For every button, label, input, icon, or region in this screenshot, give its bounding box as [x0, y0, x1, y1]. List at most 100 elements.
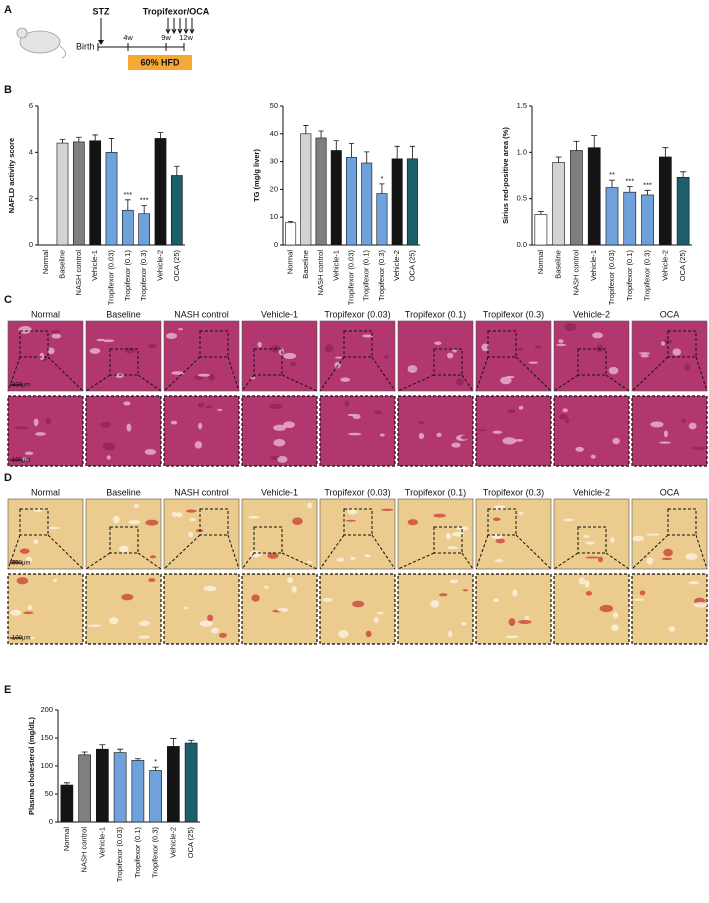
- texture: [123, 401, 131, 406]
- column-header: NASH control: [174, 487, 229, 497]
- texture: [336, 557, 345, 563]
- error-bar: [288, 220, 294, 223]
- bar: [170, 175, 183, 246]
- x-tick-label: Tropifexor (0.03): [607, 250, 616, 306]
- x-tick-label: Tropifexor (0.1): [133, 827, 142, 878]
- micrograph-bg: [319, 395, 396, 467]
- micrograph-bg: [553, 395, 630, 467]
- scale-bar-label: 100μm: [12, 458, 30, 464]
- timeline-tick-label: 12w: [179, 33, 193, 42]
- error-bar: [394, 145, 400, 159]
- column-header: Vehicle-2: [573, 309, 610, 319]
- error-bar: [364, 151, 370, 163]
- y-axis-label: TG (mg/g liver): [252, 149, 261, 202]
- zoom-box: [19, 508, 49, 536]
- texture: [494, 559, 504, 563]
- error-bar: [188, 739, 195, 744]
- micrograph: [7, 573, 84, 645]
- zoom-box: [667, 330, 697, 358]
- texture: [263, 585, 270, 589]
- x-tick-label: Vehicle-1: [90, 250, 99, 281]
- texture: [102, 339, 115, 343]
- arrow-head: [98, 40, 104, 45]
- y-tick-label: 200: [40, 705, 53, 714]
- micrograph: [475, 573, 552, 645]
- texture: [564, 418, 570, 424]
- texture: [289, 361, 297, 367]
- micrograph: [7, 320, 84, 392]
- y-tick-label: 50: [270, 101, 278, 110]
- y-tick-label: 2: [29, 194, 33, 203]
- bar: [315, 137, 327, 246]
- y-axis-label: Sirius red-positive area (%): [501, 127, 510, 224]
- texture: [149, 555, 157, 559]
- zoom-lines: [631, 356, 708, 392]
- x-tick-label: Tropifexor (0.1): [123, 250, 132, 301]
- texture: [216, 408, 223, 411]
- error-bar: [92, 134, 98, 141]
- texture: [248, 515, 261, 519]
- texture: [685, 553, 698, 560]
- texture: [364, 554, 371, 558]
- texture: [175, 512, 183, 518]
- micrograph-bg: [475, 395, 552, 467]
- texture: [334, 361, 341, 369]
- micrograph-bg: [241, 573, 318, 645]
- mouse-icon: [16, 27, 66, 59]
- texture: [672, 348, 682, 356]
- texture: [585, 591, 593, 596]
- zoom-box: [667, 508, 697, 536]
- zoom-box: [433, 526, 463, 554]
- micrograph-bg: [475, 573, 552, 645]
- texture: [534, 345, 542, 349]
- texture: [14, 426, 29, 430]
- texture: [47, 526, 61, 530]
- texture: [108, 617, 119, 625]
- texture: [598, 556, 603, 563]
- micrograph: [397, 498, 474, 570]
- micrograph: [475, 320, 552, 392]
- bar: [361, 162, 373, 246]
- x-tick-label: Vehicle-2: [660, 250, 669, 281]
- texture: [87, 624, 102, 628]
- texture: [291, 585, 297, 593]
- micrograph-bg: [397, 573, 474, 645]
- y-tick-label: 40: [270, 129, 278, 138]
- zoom-lines: [397, 374, 474, 392]
- texture: [273, 424, 287, 431]
- x-tick-label: Tropifexor (0.03): [106, 250, 115, 306]
- texture: [115, 373, 124, 378]
- x-tick-label: Tropifexor (0.1): [625, 250, 634, 301]
- texture: [632, 535, 645, 542]
- column-header: Tropifexor (0.1): [405, 309, 466, 319]
- micrograph-bg: [85, 498, 162, 570]
- bar: [300, 133, 312, 246]
- micrograph: [241, 320, 318, 392]
- x-tick-label: Tropifexor (0.03): [346, 250, 355, 306]
- texture: [438, 593, 448, 597]
- texture: [481, 343, 489, 352]
- micrograph-bg: [553, 320, 630, 392]
- texture: [514, 439, 524, 442]
- texture: [645, 533, 660, 536]
- column-header: NASH control: [174, 309, 229, 319]
- x-tick-label: NASH control: [74, 250, 83, 296]
- bar: [184, 742, 198, 823]
- micrograph: [553, 320, 630, 392]
- micrograph: [631, 498, 708, 570]
- bar: [60, 784, 74, 823]
- micrograph: [319, 395, 396, 467]
- texture: [144, 448, 157, 455]
- texture: [198, 422, 203, 430]
- y-tick-label: 0.5: [517, 194, 527, 203]
- texture: [650, 421, 664, 428]
- texture: [33, 418, 39, 427]
- micrograph: [319, 320, 396, 392]
- texture: [640, 354, 649, 358]
- micrograph: [631, 395, 708, 467]
- texture: [118, 545, 129, 553]
- x-tick-label: Normal: [41, 250, 50, 275]
- texture: [528, 361, 539, 364]
- micrograph: [319, 498, 396, 570]
- error-bar: [99, 744, 106, 750]
